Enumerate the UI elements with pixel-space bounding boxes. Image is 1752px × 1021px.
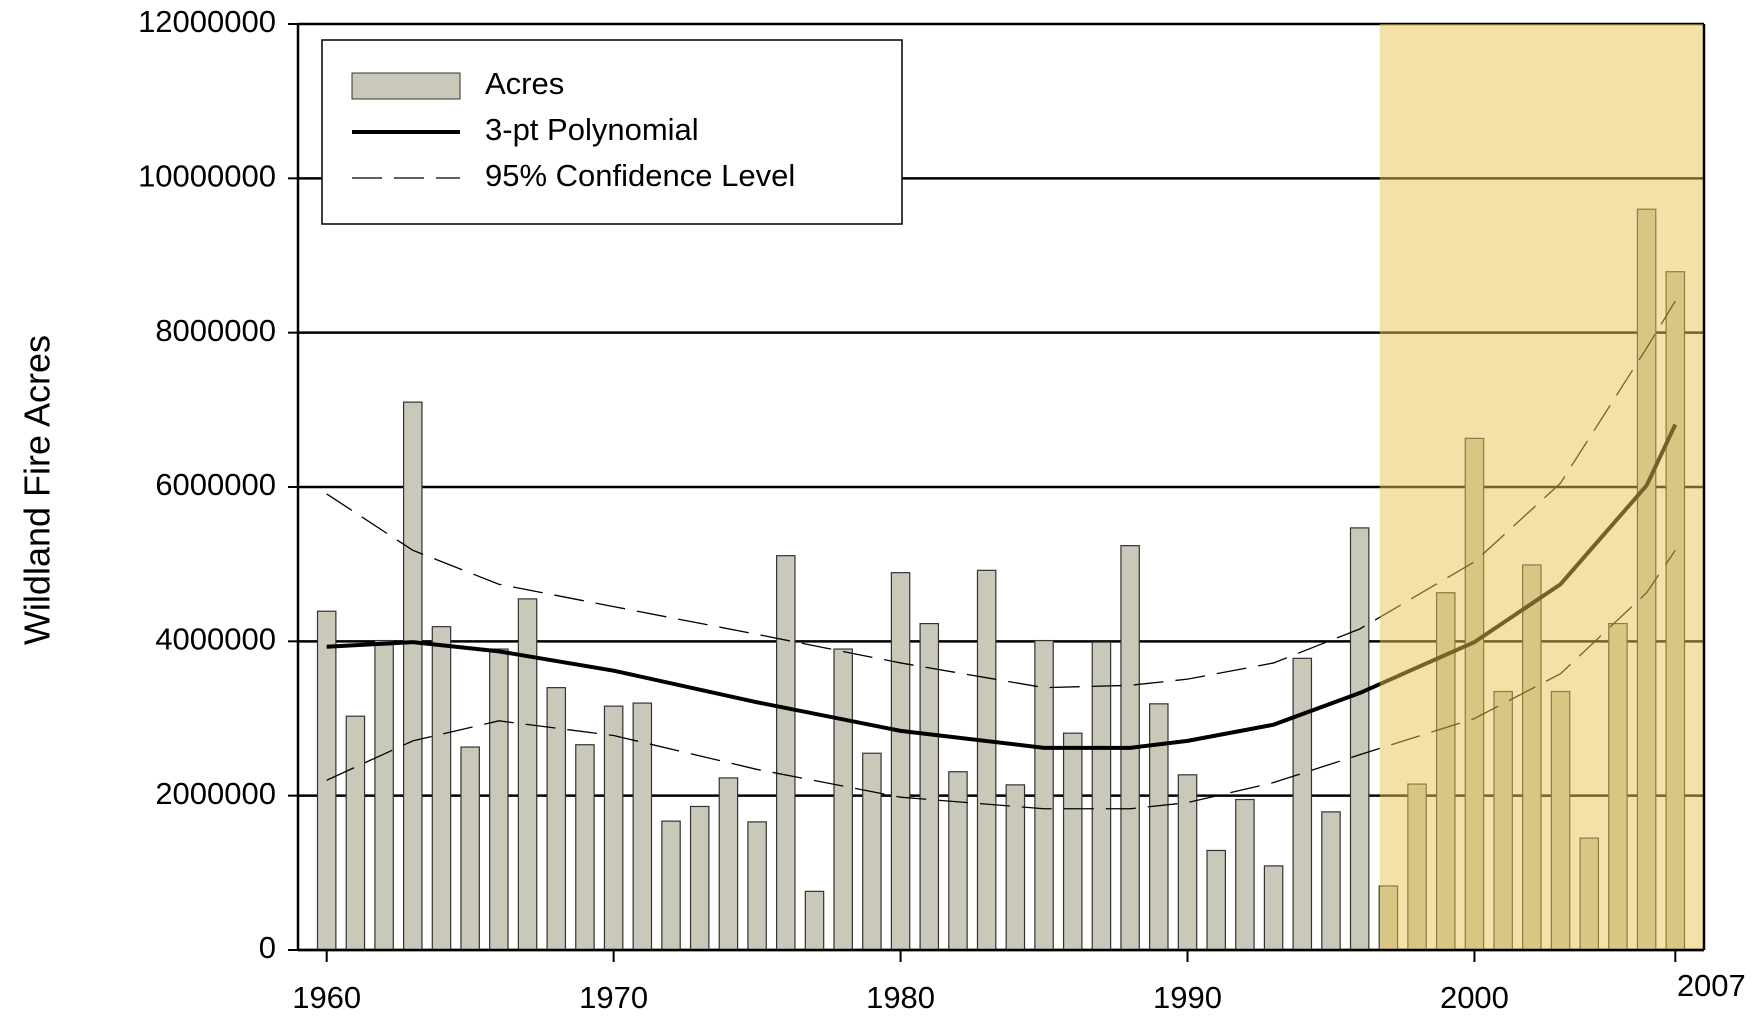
shaded-region xyxy=(1379,24,1704,950)
bar xyxy=(804,890,825,951)
bar xyxy=(374,639,394,951)
bar xyxy=(1349,527,1370,951)
bar xyxy=(833,648,853,951)
y-tick-label: 4000000 xyxy=(155,622,276,657)
bar xyxy=(776,555,796,951)
bar xyxy=(316,610,337,951)
bar xyxy=(575,744,595,951)
bar xyxy=(1263,865,1284,951)
y-tick-label: 2000000 xyxy=(155,776,276,811)
y-tick-label: 12000000 xyxy=(138,4,276,39)
y-tick-label: 6000000 xyxy=(155,467,276,502)
bar xyxy=(919,622,940,951)
bar xyxy=(747,821,767,951)
y-tick-label: 0 xyxy=(259,930,276,965)
x-tick-label: 1980 xyxy=(866,980,935,1015)
bar xyxy=(890,572,911,951)
bar xyxy=(862,752,882,951)
bar xyxy=(460,746,480,951)
x-tick-label: 1960 xyxy=(292,980,361,1015)
bar xyxy=(489,648,509,951)
y-tick-label: 10000000 xyxy=(138,159,276,194)
legend-label: 3-pt Polynomial xyxy=(485,112,699,147)
bar xyxy=(661,820,681,951)
bar xyxy=(345,715,366,951)
bar xyxy=(1292,657,1313,951)
bar xyxy=(1235,798,1255,951)
bar xyxy=(1005,784,1026,951)
legend-swatch xyxy=(351,72,461,100)
y-axis-label: Wildland Fire Acres xyxy=(17,335,58,645)
bar xyxy=(517,598,538,951)
bar xyxy=(1062,732,1083,951)
bar xyxy=(948,771,968,951)
y-tick-label: 8000000 xyxy=(155,313,276,348)
bar xyxy=(402,401,423,951)
x-tick-label: 2007 xyxy=(1677,968,1746,1003)
bar xyxy=(1206,849,1226,951)
legend-label: 95% Confidence Level xyxy=(485,158,795,193)
bar xyxy=(1091,641,1112,951)
bar xyxy=(603,705,624,951)
bar xyxy=(431,626,452,951)
x-tick-label: 1990 xyxy=(1153,980,1222,1015)
legend-label: Acres xyxy=(485,66,564,101)
bar xyxy=(1149,703,1169,951)
bar xyxy=(1321,811,1341,951)
bar xyxy=(718,777,739,951)
x-tick-label: 2000 xyxy=(1440,980,1509,1015)
bar xyxy=(976,569,997,951)
x-tick-label: 1970 xyxy=(579,980,648,1015)
bar xyxy=(689,805,710,951)
